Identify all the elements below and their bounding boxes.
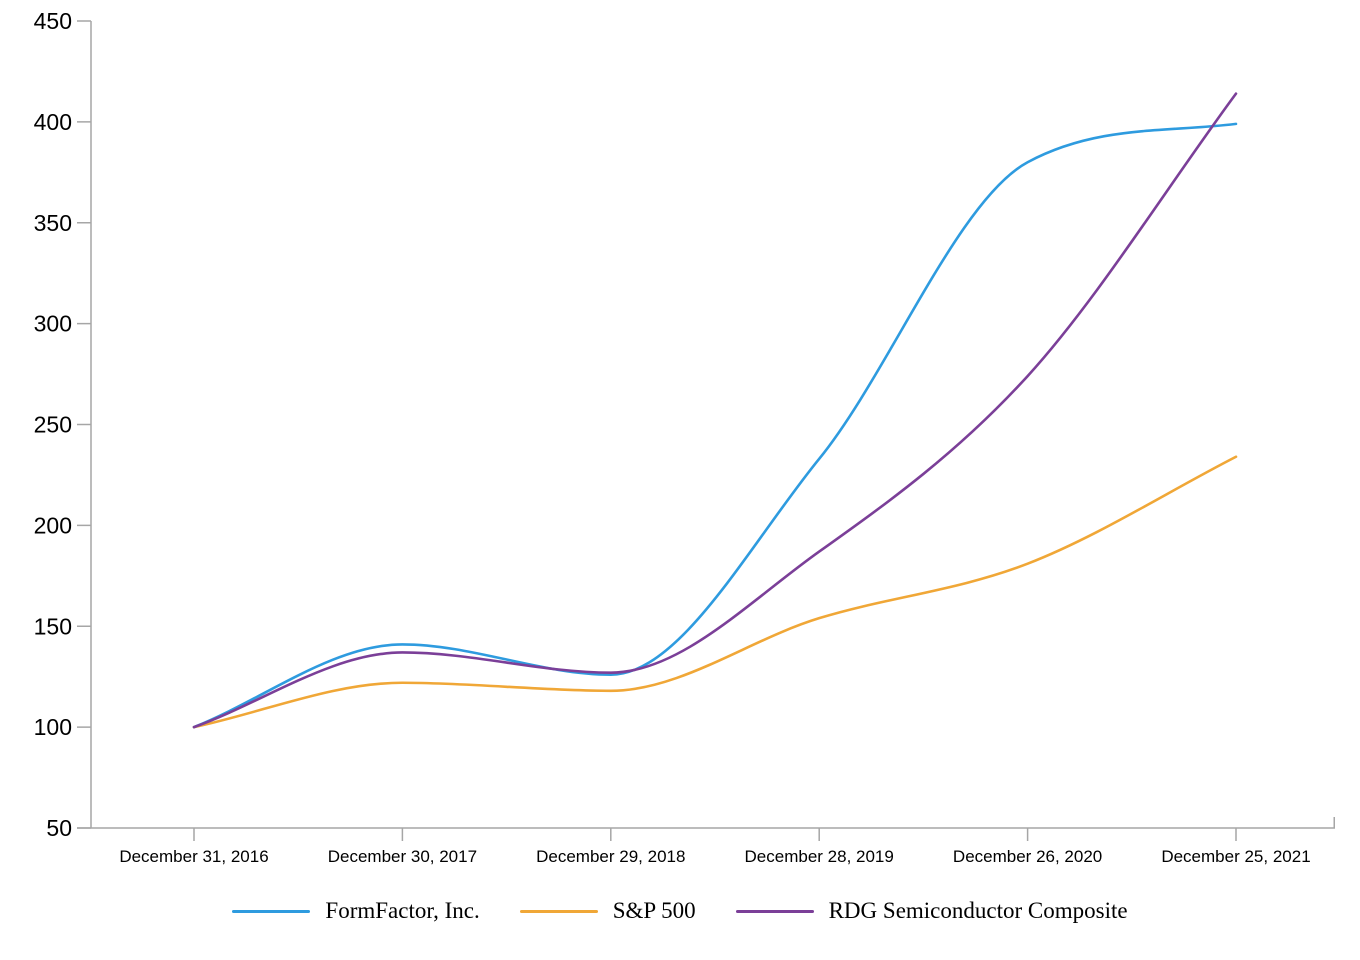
legend-line-swatch: [519, 909, 598, 913]
y-tick-label: 350: [34, 210, 72, 236]
y-tick-label: 200: [34, 512, 72, 538]
chart-legend: FormFactor, Inc. S&P 500 RDG Semiconductor…: [0, 898, 1360, 924]
legend-item-formfactor-inc: FormFactor, Inc.: [232, 898, 480, 924]
legend-line-swatch: [735, 909, 814, 913]
y-tick-label: 150: [34, 613, 72, 639]
x-tick-label: December 28, 2019: [745, 847, 894, 866]
legend-label: RDG Semiconductor Composite: [828, 898, 1128, 923]
series-line-s-p-500: [192, 455, 1238, 729]
y-tick-label: 400: [34, 109, 72, 135]
legend-item-s-p-500: S&P 500: [519, 898, 696, 924]
y-tick-label: 450: [34, 8, 72, 34]
y-tick-label: 300: [34, 311, 72, 337]
series-line-formfactor-inc: [192, 122, 1238, 729]
y-tick-label: 100: [34, 714, 72, 740]
y-tick-label: 50: [46, 815, 72, 841]
series-line-rdg-semiconductor-composite: [192, 92, 1238, 729]
x-tick-label: December 25, 2021: [1161, 847, 1310, 866]
x-tick-label: December 29, 2018: [536, 847, 685, 866]
legend-label: S&P 500: [612, 898, 696, 923]
legend-label: FormFactor, Inc.: [325, 898, 480, 923]
legend-item-rdg-semiconductor-composite: RDG Semiconductor Composite: [735, 898, 1128, 924]
legend-line-swatch: [232, 909, 311, 913]
x-tick-label: December 30, 2017: [328, 847, 477, 866]
x-tick-label: December 31, 2016: [119, 847, 268, 866]
x-tick-label: December 26, 2020: [953, 847, 1102, 866]
y-tick-label: 250: [34, 412, 72, 438]
